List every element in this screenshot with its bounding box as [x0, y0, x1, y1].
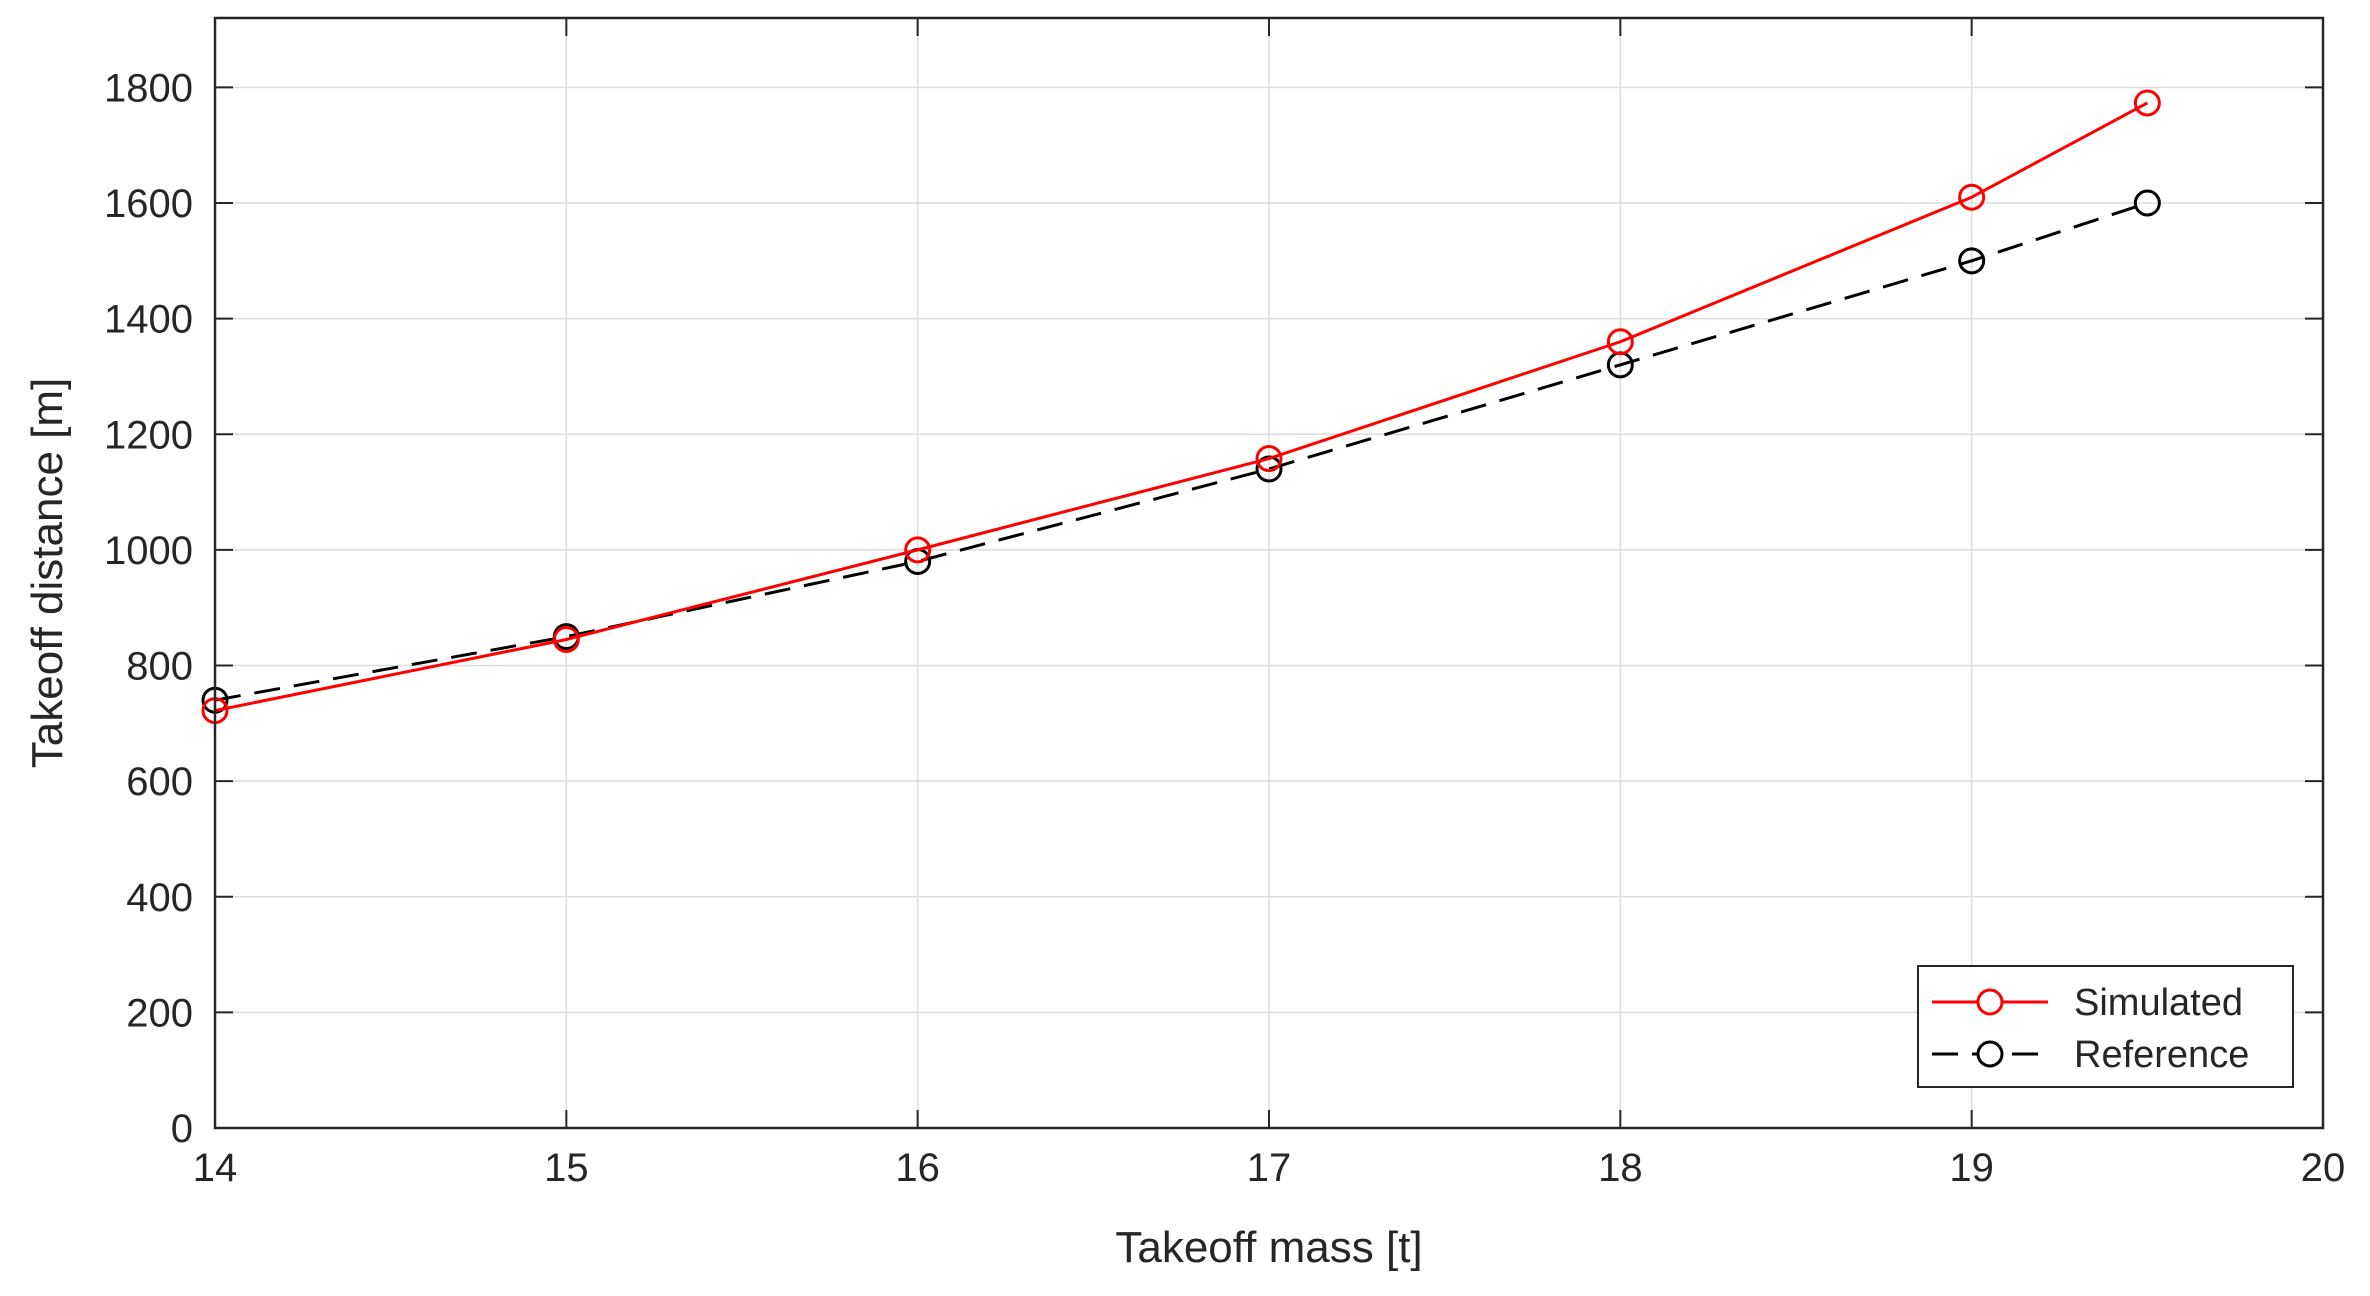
legend-box — [1917, 965, 2294, 1088]
legend: Simulated Reference — [1917, 965, 2294, 1088]
x-tick-label: 16 — [895, 1146, 940, 1190]
x-tick-label: 20 — [2301, 1146, 2346, 1190]
x-tick-label: 17 — [1247, 1146, 1292, 1190]
y-tick-label: 600 — [126, 760, 193, 804]
y-tick-label: 1600 — [104, 182, 193, 226]
legend-label-simulated: Simulated — [2074, 982, 2243, 1024]
legend-marker-simulated — [1976, 988, 2004, 1016]
x-axis-label: Takeoff mass [t] — [1115, 1223, 1422, 1272]
series-line-reference — [214, 201, 2148, 702]
x-tick-label: 14 — [193, 1146, 238, 1190]
y-tick-label: 1200 — [104, 413, 193, 457]
legend-marker-reference — [1976, 1040, 2004, 1068]
series-line-simulated — [214, 101, 2149, 713]
y-tick-label: 200 — [126, 991, 193, 1035]
series-layer — [201, 89, 2161, 725]
data-point-simulated — [1255, 445, 1283, 473]
x-tick-label: 18 — [1598, 1146, 1643, 1190]
data-point-simulated — [2133, 89, 2161, 117]
data-point-simulated — [552, 625, 580, 653]
data-point-simulated — [1606, 328, 1634, 356]
x-tick-label: 19 — [1949, 1146, 1994, 1190]
y-tick-label: 0 — [171, 1107, 193, 1151]
y-tick-label: 1800 — [104, 66, 193, 110]
y-tick-label: 800 — [126, 645, 193, 689]
x-tick-label: 15 — [544, 1146, 589, 1190]
data-point-reference — [1958, 247, 1986, 275]
y-axis-label: Takeoff distance [m] — [23, 378, 72, 769]
data-point-simulated — [1958, 183, 1986, 211]
data-point-reference — [2133, 189, 2161, 217]
data-point-simulated — [904, 536, 932, 564]
y-tick-label: 1000 — [104, 529, 193, 573]
y-tick-label: 1400 — [104, 298, 193, 342]
legend-label-reference: Reference — [2074, 1034, 2249, 1076]
grid-lines — [215, 18, 2323, 1128]
axis-ticks: 14 15 16 17 18 19 2002004006008001000120014001… — [104, 18, 2345, 1190]
y-tick-label: 400 — [126, 876, 193, 920]
data-point-reference — [1255, 455, 1283, 483]
